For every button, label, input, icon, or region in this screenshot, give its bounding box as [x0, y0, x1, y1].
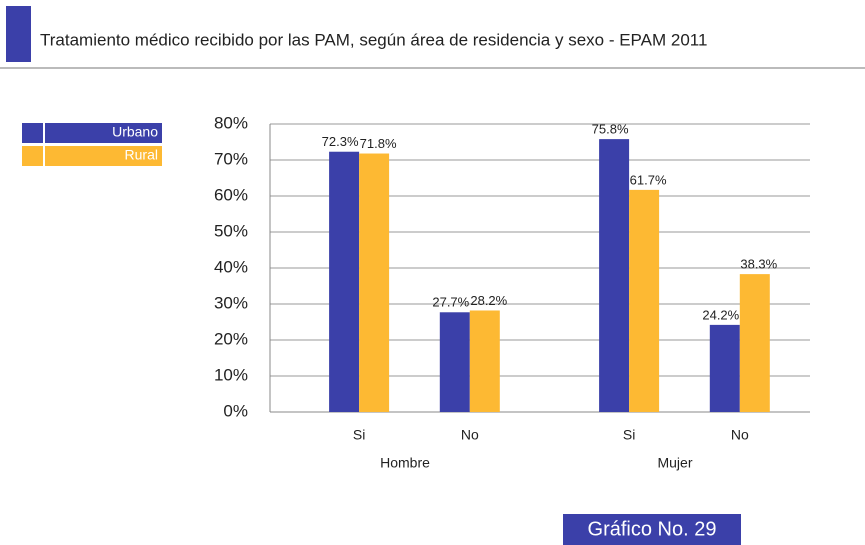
header-accent [6, 6, 31, 62]
y-tick-label: 30% [214, 293, 248, 312]
value-label: 24.2% [702, 307, 739, 322]
legend-label: Urbano [112, 124, 158, 140]
value-label: 38.3% [740, 257, 777, 272]
chart-title: Tratamiento médico recibido por las PAM,… [40, 30, 707, 49]
caption-box [563, 514, 741, 545]
value-label: 75.8% [592, 122, 629, 137]
bar [469, 310, 500, 412]
y-tick-label: 10% [214, 365, 248, 384]
y-tick-label: 70% [214, 149, 248, 168]
bar [599, 139, 630, 412]
y-tick-label: 40% [214, 257, 248, 276]
caption: Gráfico No. 29 [588, 518, 717, 540]
bar [629, 189, 660, 412]
group-label: Hombre [380, 455, 430, 471]
bar [359, 153, 390, 412]
value-label: 27.7% [432, 295, 469, 310]
bar [739, 274, 770, 412]
legend-label: Rural [125, 147, 158, 163]
group-label: Mujer [657, 455, 692, 471]
bar [329, 151, 360, 412]
bar [439, 312, 470, 412]
y-tick-label: 20% [214, 329, 248, 348]
legend-swatch [22, 146, 162, 166]
y-tick-label: 80% [214, 113, 248, 132]
x-tick-label: Si [623, 427, 635, 443]
value-label: 61.7% [630, 172, 667, 187]
x-tick-label: No [731, 427, 749, 443]
bar [709, 324, 740, 412]
y-tick-label: 60% [214, 185, 248, 204]
value-label: 28.2% [470, 293, 507, 308]
value-label: 72.3% [322, 134, 359, 149]
legend-swatch [22, 123, 162, 143]
y-tick-label: 50% [214, 221, 248, 240]
x-tick-label: Si [353, 427, 365, 443]
x-tick-label: No [461, 427, 479, 443]
value-label: 71.8% [360, 136, 397, 151]
y-tick-label: 0% [223, 401, 248, 420]
